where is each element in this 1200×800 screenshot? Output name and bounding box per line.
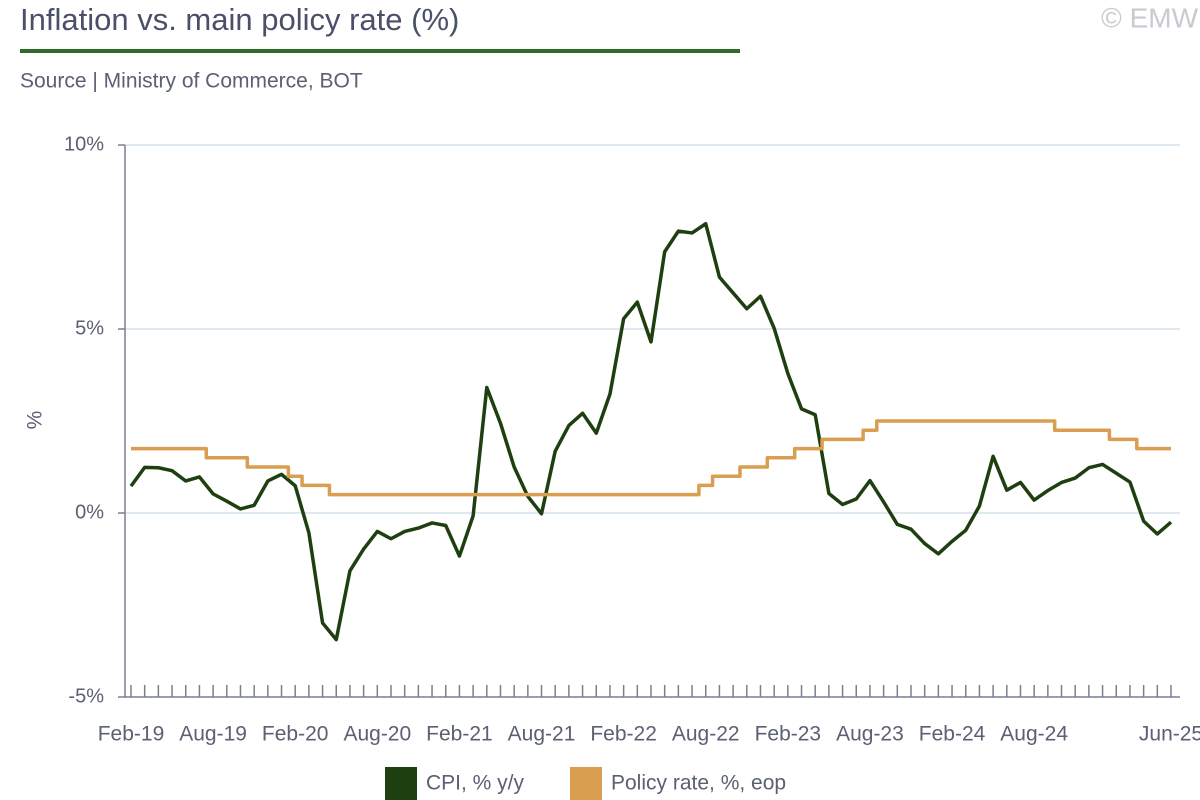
legend-label: CPI, % y/y — [426, 772, 525, 795]
x-tick-label: Feb-23 — [755, 723, 822, 746]
y-axis-label: % — [24, 411, 47, 430]
chart-subtitle: Source | Ministry of Commerce, BOT — [20, 70, 363, 93]
y-tick-label: -5% — [68, 685, 104, 707]
y-tick-label: 10% — [64, 133, 104, 155]
x-tick-label: Aug-20 — [343, 723, 411, 746]
x-tick-label: Aug-21 — [508, 723, 576, 746]
y-tick-label: 5% — [75, 317, 104, 339]
x-tick-label: Feb-21 — [426, 723, 493, 746]
x-tick-label: Feb-24 — [919, 723, 986, 746]
x-tick-label: Aug-22 — [672, 723, 740, 746]
x-tick-label: Aug-19 — [179, 723, 247, 746]
legend-swatch — [385, 767, 417, 800]
chart-title: Inflation vs. main policy rate (%) — [20, 2, 459, 37]
x-tick-label: Aug-24 — [1000, 723, 1068, 746]
y-tick-label: 0% — [75, 501, 104, 523]
watermark: © EMW — [1101, 2, 1198, 33]
x-tick-label: Feb-22 — [590, 723, 657, 746]
x-tick-label: Feb-19 — [98, 723, 165, 746]
x-tick-label: Feb-20 — [262, 723, 329, 746]
series-line — [129, 222, 1173, 642]
series-line — [131, 419, 1171, 497]
x-tick-label: Aug-23 — [836, 723, 904, 746]
legend-label: Policy rate, %, eop — [611, 772, 786, 795]
x-tick-label: Jun-25 — [1139, 723, 1200, 746]
legend-swatch — [570, 767, 602, 800]
